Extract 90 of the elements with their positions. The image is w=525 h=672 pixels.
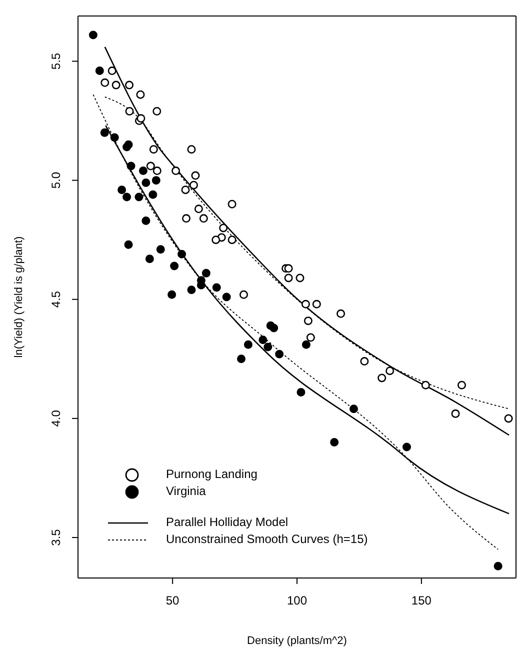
point [504,414,513,423]
point [302,340,310,349]
point [125,80,134,90]
point [258,336,268,344]
point [202,268,210,278]
point [134,192,144,202]
point [212,236,220,244]
point [270,324,278,332]
y-tick-label: 4.5 [49,290,63,308]
y-axis-title: ln(Yield) (Yield is g/plant) [12,236,25,358]
point [146,162,155,170]
x-axis-title: Density (plants/m^2) [247,635,347,647]
point [148,190,158,199]
point [178,250,186,258]
point [187,286,196,294]
point [336,309,346,318]
x-tick-label: 50 [166,594,180,608]
point [152,107,162,116]
point [451,409,460,418]
point [191,171,200,180]
point [118,186,126,194]
legend-label: Virginia [166,483,206,500]
point [296,388,306,397]
point [194,204,203,214]
point [156,245,165,254]
point [296,274,304,282]
point [108,66,116,76]
point [284,274,293,282]
point [199,214,208,223]
point [212,283,221,292]
point [237,354,246,364]
y-tick-label: 3.5 [49,528,63,546]
point [124,240,133,249]
point [189,180,198,190]
point [239,290,248,299]
point [219,224,228,232]
point [88,30,98,40]
point [187,145,196,154]
x-tick-label: 150 [411,594,432,608]
point [136,114,146,123]
point [122,192,132,202]
point [458,380,466,390]
legend-label: Unconstrained Smooth Curves (h=15) [166,531,368,548]
point [494,562,502,570]
point [349,404,358,414]
point [378,374,386,382]
point [182,214,191,223]
point [142,216,150,226]
point [421,380,430,390]
point [244,340,252,349]
point [284,264,293,273]
point [312,300,321,308]
point [228,200,236,208]
point [264,342,272,352]
point [172,166,180,176]
y-tick-label: 5.5 [49,52,63,70]
legend-label: Parallel Holliday Model [166,514,288,531]
point [306,333,315,342]
point [100,128,109,137]
legend-label: Purnong Landing [166,466,258,483]
point [142,178,150,187]
point [170,262,179,270]
point [124,140,133,149]
point [136,90,145,99]
point [181,186,190,194]
line-series [104,46,510,436]
point [110,133,119,142]
point [126,162,136,170]
y-tick-label: 4.0 [49,410,63,427]
point [149,145,158,154]
point [275,350,284,358]
point [152,166,162,176]
point [304,316,312,326]
point [330,438,339,447]
point [168,290,176,299]
point [138,166,148,176]
y-tick-label: 5.0 [49,172,63,189]
point [360,357,369,366]
point [145,254,154,264]
point [152,176,160,185]
point [228,236,236,244]
point [125,107,134,116]
point [402,442,411,452]
point [100,78,110,87]
point [301,300,310,308]
x-tick-label: 100 [286,594,308,608]
point [222,292,231,302]
point [95,66,104,76]
point [112,80,120,90]
point [386,366,394,376]
